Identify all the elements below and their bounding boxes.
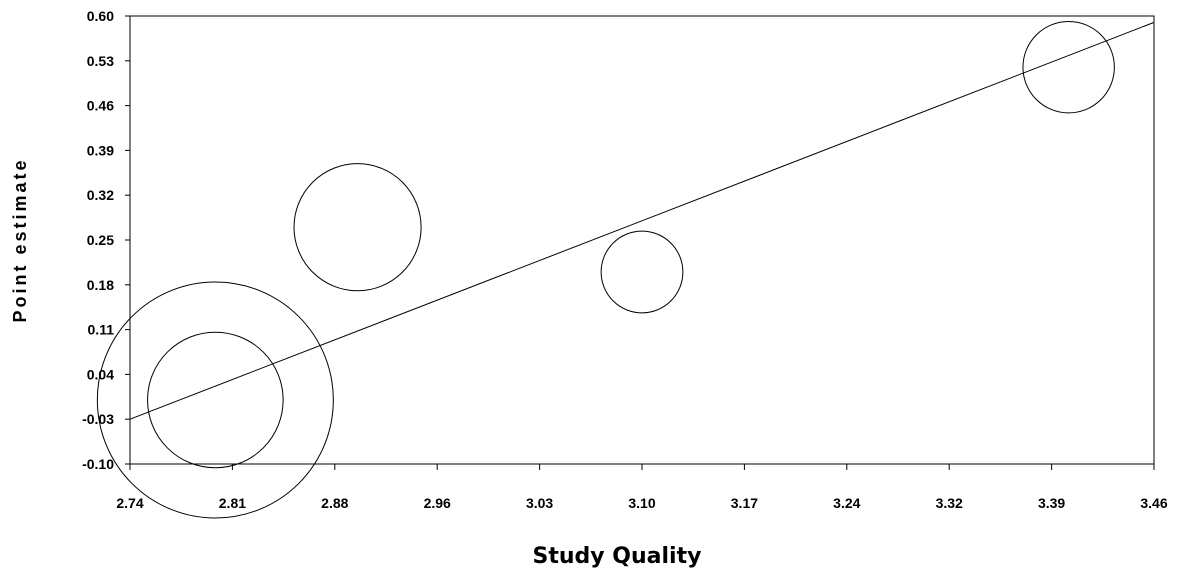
y-tick-label: 0.32	[87, 187, 114, 203]
x-tick-label: 3.10	[628, 495, 655, 511]
x-tick-label: 2.88	[321, 495, 348, 511]
y-tick-label: 0.39	[87, 142, 114, 158]
x-tick-label: 3.03	[526, 495, 553, 511]
x-axis-label: Study Quality	[533, 544, 702, 569]
y-tick-label: 0.53	[87, 53, 114, 69]
bubbles	[96, 20, 1115, 519]
bubble-point	[147, 331, 284, 469]
plot-area	[129, 15, 1155, 465]
bubble-point	[600, 230, 684, 314]
bubble-point	[1022, 20, 1115, 114]
x-tick-label: 2.96	[424, 495, 451, 511]
y-tick-label: 0.25	[87, 232, 114, 248]
x-tick-label: 2.81	[219, 495, 246, 511]
x-tick-label: 3.32	[936, 495, 963, 511]
y-tick-label: 0.18	[87, 277, 114, 293]
y-tick-label: 0.46	[87, 98, 114, 114]
x-tick-label: 3.39	[1038, 495, 1065, 511]
plot-frame	[129, 15, 1155, 465]
regression-line	[129, 21, 1155, 420]
x-axis: 2.74 2.81 2.88 2.96 3.03 3.10 3.17 3.24 3.32 3.39…	[116, 464, 1168, 511]
y-tick-label: 0.11	[88, 322, 115, 338]
x-tick-label: 3.17	[731, 495, 758, 511]
bubble-point	[96, 281, 334, 519]
y-axis-label: Point estimate	[10, 157, 30, 322]
x-tick-label: 3.24	[833, 495, 860, 511]
bubble-point	[293, 163, 422, 292]
y-tick-label: -0.10	[82, 456, 114, 472]
y-axis: 0.600.530.460.390.320.250.180.110.04-0.0…	[82, 8, 130, 472]
x-tick-label: 3.46	[1140, 495, 1167, 511]
y-tick-label: -0.03	[82, 411, 114, 427]
y-tick-label: 0.60	[87, 8, 114, 24]
x-tick-label: 2.74	[116, 495, 143, 511]
